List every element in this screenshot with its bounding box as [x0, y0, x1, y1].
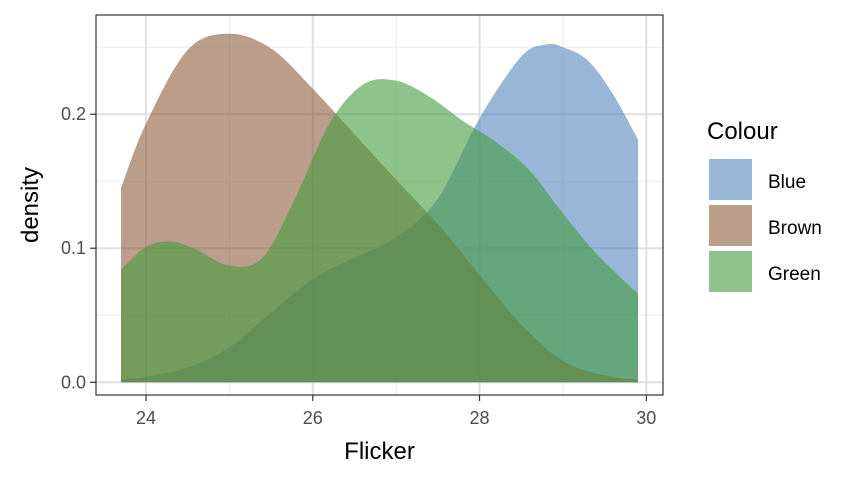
- legend-key-blue: [709, 159, 752, 200]
- y-tick-label: 0.0: [61, 372, 86, 392]
- legend-key-green: [709, 251, 752, 292]
- y-tick-label: 0.1: [61, 238, 86, 258]
- legend-label-brown: Brown: [768, 218, 822, 239]
- density-areas: [121, 33, 638, 383]
- y-axis: 0.0 0.1 0.2: [61, 104, 96, 392]
- x-tick-label: 28: [470, 408, 490, 428]
- legend-label-green: Green: [768, 264, 821, 285]
- legend-key-brown: [709, 205, 752, 246]
- legend: Colour Blue Brown Green: [707, 118, 822, 292]
- x-tick-label: 30: [636, 408, 656, 428]
- x-tick-label: 26: [303, 408, 323, 428]
- y-tick-label: 0.2: [61, 104, 86, 124]
- x-tick-label: 24: [136, 408, 156, 428]
- y-axis-title: density: [17, 167, 44, 243]
- legend-label-blue: Blue: [768, 172, 806, 193]
- plot-border: [95, 14, 664, 396]
- x-axis: 24 26 28 30: [136, 395, 656, 428]
- density-area-green: [121, 79, 638, 383]
- legend-title: Colour: [707, 118, 778, 145]
- x-axis-title: Flicker: [344, 438, 415, 465]
